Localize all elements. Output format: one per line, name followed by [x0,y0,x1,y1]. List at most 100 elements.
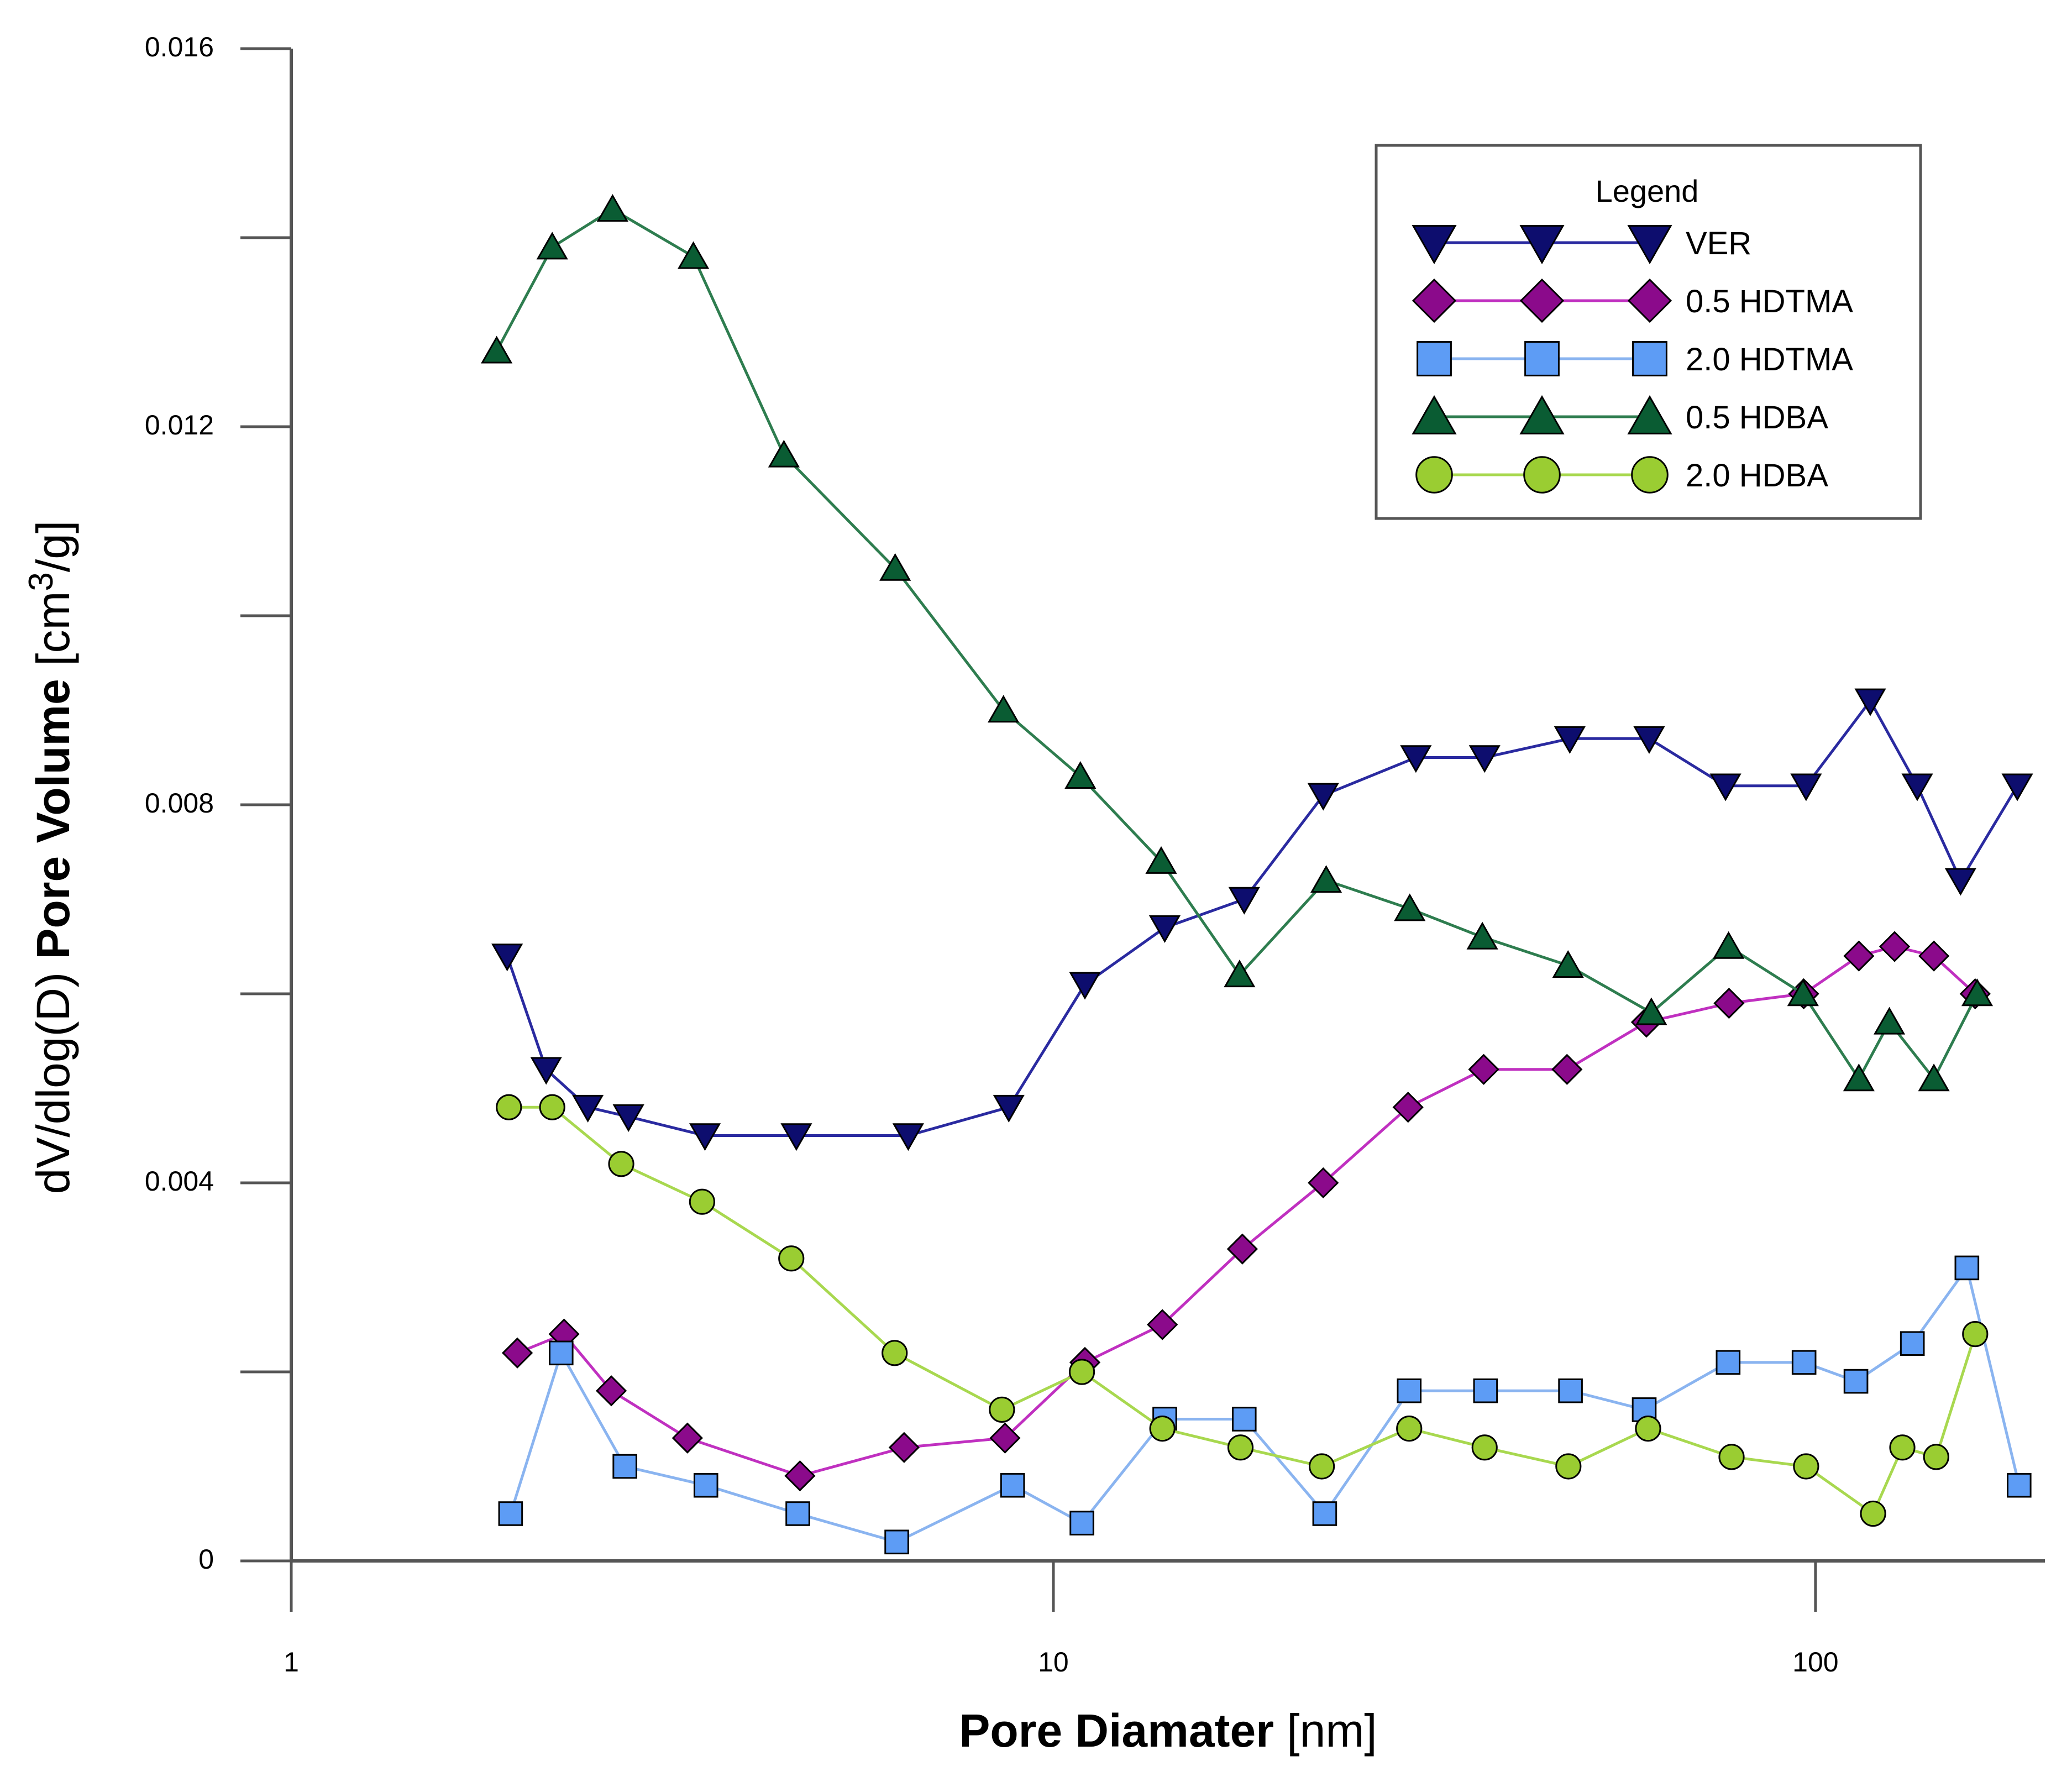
hdtma-20-marker [785,1501,810,1526]
hdba-05-marker [988,695,1020,723]
x-axis-title-unit: [nm] [1274,1705,1377,1757]
ver-marker [530,1057,562,1085]
hdba-05-marker [596,193,628,222]
hdtma-05-marker [989,1422,1021,1454]
ver-marker [2001,773,2033,801]
hdba-20-marker [778,1245,805,1272]
y-axis-ticks: 0 0.004 0.008 0.012 0.016 [145,32,291,1575]
hdtma-20-marker [1558,1378,1583,1403]
hdba-05-marker [1145,846,1177,874]
legend-entry: 0.5 HDBA [1412,395,1828,436]
hdtma-20-marker [1954,1255,1980,1281]
hdba-20-marker [1889,1434,1916,1461]
hdtma-05-marker [1412,278,1457,323]
hdtma-20-marker [1632,341,1667,376]
x-tick-label: 10 [1038,1647,1069,1678]
y-tick-label: 0.008 [145,788,214,819]
hdtma-20-marker [548,1340,574,1366]
hdba-20-marker [1068,1359,1095,1385]
hdba-20-marker [989,1396,1015,1423]
hdtma-20-marker [1000,1472,1025,1498]
legend-label: 2.0 HDBA [1686,458,1828,494]
legend-label: 0.5 HDBA [1686,400,1828,436]
ver-marker [689,1123,721,1151]
hdba-05-marker [1552,950,1584,978]
series-0-5-hdtma [501,931,1991,1492]
hdba-20-marker [496,1094,522,1120]
hdtma-05-marker [1226,1233,1258,1265]
ver-marker [1307,783,1339,811]
legend-entry: 0.5 HDTMA [1412,278,1853,323]
ver-marker [612,1104,644,1133]
hdba-05-marker [1466,921,1498,950]
y-axis-title: dV/dlog(D) Pore Volume [cm3/g] [22,521,79,1194]
hdtma-20-marker [1524,341,1560,376]
hdba-20-marker [1923,1444,1949,1470]
hdtma-05-marker [1551,1054,1583,1085]
ver-marker [491,944,523,972]
ver-marker [1901,773,1933,801]
y-axis-title-bold: Pore Volume [27,679,79,959]
hdtma-05-marker [501,1337,533,1369]
hdtma-05-marker [595,1375,627,1407]
y-axis-title-prefix: dV/dlog(D) [27,959,79,1194]
y-tick-label: 0.004 [145,1166,214,1197]
hdtma-05-marker [1627,278,1672,323]
hdba-05-marker [1224,960,1256,988]
hdba-05-marker [1064,761,1097,789]
hdtma-20-marker [1900,1331,1925,1356]
y-axis-title-unit-open: [cm [27,591,79,679]
y-tick-label: 0.012 [145,410,214,441]
x-axis-ticks: 1 10 100 [284,1561,1839,1678]
y-axis-title-superscript: 3 [22,572,60,591]
legend-label: VER [1686,226,1751,261]
series-2-0-hdtma [498,1255,2032,1555]
ver-marker [1790,773,1822,801]
ver-marker [1633,726,1665,754]
ver-marker [1709,773,1741,801]
ver-marker [780,1123,812,1151]
hdtma-20-marker [1473,1378,1498,1403]
ver-marker [1854,688,1886,716]
x-axis-title: Pore Diamater [nm] [959,1705,1377,1757]
hdba-20-marker [1555,1453,1582,1480]
hdtma-20-marker [498,1501,523,1526]
x-tick-label: 100 [1792,1647,1838,1678]
hdtma-05-marker [1468,1054,1499,1085]
hdba-20-marker [608,1151,634,1177]
ver-marker [1519,225,1565,265]
hdba-05-marker [1873,1007,1906,1035]
hdba-20-marker [1523,456,1561,494]
hdba-20-marker [882,1340,908,1366]
hdba-20-marker [1227,1434,1254,1461]
hdba-20-marker [1415,456,1453,494]
y-tick-label: 0 [198,1544,214,1575]
hdtma-20-marker [1417,341,1452,376]
hdba-05-marker [1843,1063,1875,1092]
ver-marker [1069,972,1101,1000]
hdba-05-marker [1961,978,1994,1007]
legend-title: Legend [1596,174,1699,208]
hdba-05-marker [879,553,911,581]
hdba-05-marker [1627,395,1672,434]
hdba-05-marker [677,241,710,269]
hdtma-05-marker [1308,1167,1339,1199]
series-0-5-hdba [481,193,1994,1092]
hdba-20-marker [1962,1321,1989,1348]
legend-entry: VER [1412,225,1751,265]
hdba-05-marker [1394,893,1426,921]
ver-marker [993,1094,1025,1123]
hdba-05-marker [1635,997,1667,1025]
hdtma-20-marker [884,1529,909,1555]
ver-marker [1554,726,1586,754]
hdtma-20-marker [1397,1378,1422,1403]
hdtma-05-marker [1918,940,1950,972]
hdba-05-marker [1310,865,1342,893]
ver-marker [1400,745,1432,773]
axes: 0 0.004 0.008 0.012 0.016 1 10 100 [145,32,2045,1678]
hdba-20-marker [1631,456,1669,494]
hdtma-20-marker [693,1472,718,1498]
hdba-20-marker [1308,1453,1335,1480]
hdba-20-marker [1149,1416,1176,1442]
